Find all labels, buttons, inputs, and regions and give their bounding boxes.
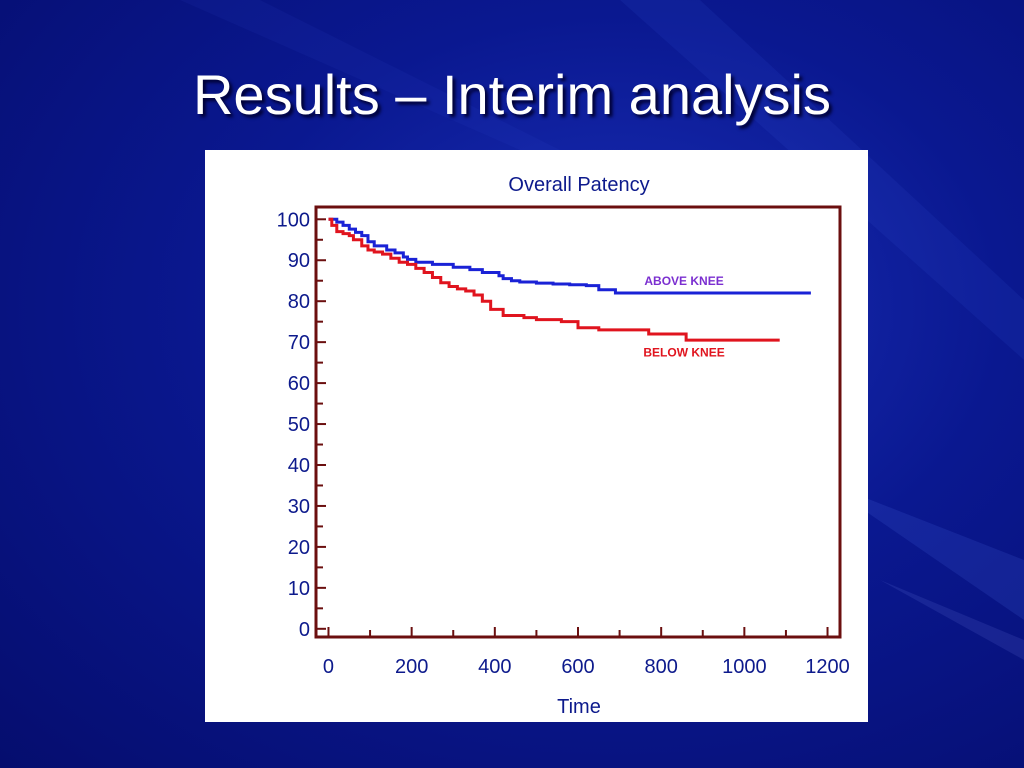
x-tick-label: 0	[323, 656, 334, 678]
y-tick-label: 50	[288, 414, 310, 436]
y-tick-label: 20	[288, 537, 310, 559]
series-line-below-knee	[328, 217, 780, 342]
y-tick-label: 60	[288, 373, 310, 395]
y-tick-label: 100	[277, 209, 310, 231]
x-tick-label: 400	[478, 656, 511, 678]
y-tick-label: 30	[288, 496, 310, 518]
x-tick-label: 600	[561, 656, 594, 678]
slide-title: Results – Interim analysis	[192, 63, 831, 126]
chart-title: Overall Patency	[508, 174, 649, 196]
plot-frame	[314, 205, 842, 639]
x-tick-label: 200	[395, 656, 428, 678]
y-tick-label: 90	[288, 250, 310, 272]
y-tick-label: 40	[288, 455, 310, 477]
axes-layer	[314, 205, 842, 639]
x-tick-label: 1200	[805, 656, 850, 678]
annotation-above-knee: ABOVE KNEE	[644, 274, 723, 288]
y-tick-label: 70	[288, 332, 310, 354]
x-tick-label: 1000	[722, 656, 767, 678]
series-line-above-knee	[328, 217, 811, 295]
x-axis-label: Time	[557, 696, 601, 718]
y-tick-label: 0	[299, 619, 310, 641]
annotation-below-knee: BELOW KNEE	[643, 345, 724, 359]
y-tick-label: 10	[288, 578, 310, 600]
x-tick-label: 800	[644, 656, 677, 678]
chart-panel: Overall Patency 0 10 20 30 40 50 60 70 80 90 100 0 2…	[205, 150, 868, 722]
series-layer	[328, 217, 811, 342]
y-tick-label: 80	[288, 291, 310, 313]
